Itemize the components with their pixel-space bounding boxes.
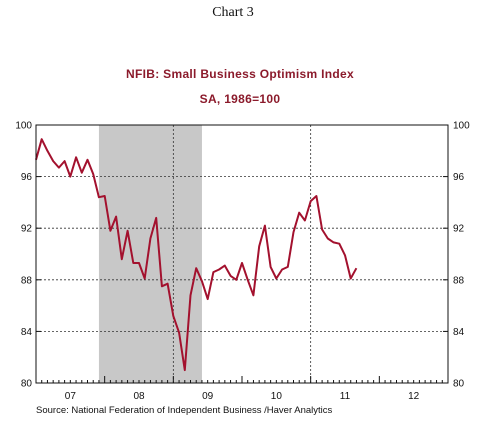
ytick-label-right-100: 100	[453, 121, 470, 132]
ytick-label-left-92: 92	[21, 224, 33, 235]
recession-shade	[98, 125, 202, 383]
ytick-label-left-84: 84	[21, 327, 33, 338]
ticks-layer: 80 80 84 84 88 88 92 92 96 96 100 100 07 08 09 10 11 12	[15, 121, 470, 403]
ytick-label-right-96: 96	[453, 172, 465, 183]
xtick-label-07: 07	[65, 391, 77, 402]
chart-subtitle: SA, 1986=100	[200, 92, 281, 106]
chart-title: NFIB: Small Business Optimism Index	[126, 67, 354, 81]
ytick-label-left-80: 80	[21, 379, 33, 390]
series-line-layer	[35, 138, 358, 372]
xtick-label-10: 10	[271, 391, 283, 402]
ytick-label-left-100: 100	[15, 121, 32, 132]
series-line	[35, 138, 358, 372]
source-note: Source: National Federation of Independe…	[36, 405, 333, 416]
xtick-label-08: 08	[133, 391, 145, 402]
ytick-label-right-80: 80	[453, 379, 465, 390]
recession-shading-layer	[98, 125, 202, 383]
ytick-label-right-88: 88	[453, 275, 465, 286]
plot-frame	[35, 124, 449, 384]
chart-label: Chart 3	[212, 5, 254, 20]
xtick-label-11: 11	[340, 391, 351, 402]
ytick-label-right-92: 92	[453, 224, 465, 235]
ytick-label-right-84: 84	[453, 327, 465, 338]
xtick-label-12: 12	[408, 391, 420, 402]
ytick-label-left-88: 88	[21, 275, 33, 286]
gridlines-layer	[36, 125, 448, 383]
xtick-label-09: 09	[202, 391, 214, 402]
ytick-label-left-96: 96	[21, 172, 33, 183]
